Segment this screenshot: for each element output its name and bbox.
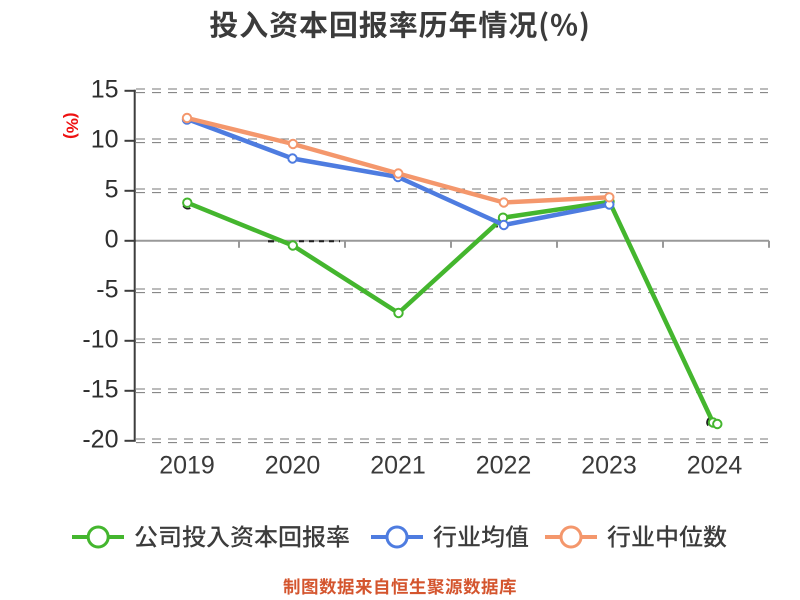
svg-text:0: 0 — [105, 225, 119, 253]
svg-text:-10: -10 — [82, 325, 118, 353]
svg-text:2020: 2020 — [265, 452, 321, 480]
svg-text:15: 15 — [91, 75, 119, 103]
svg-text:2024: 2024 — [687, 452, 743, 480]
svg-text:5: 5 — [105, 175, 119, 203]
svg-text:-15: -15 — [82, 375, 118, 403]
svg-text:2023: 2023 — [581, 452, 637, 480]
svg-text:2019: 2019 — [159, 452, 215, 480]
svg-text:(%): (%) — [63, 112, 82, 138]
svg-text:-5: -5 — [96, 275, 118, 303]
svg-text:10: 10 — [91, 125, 119, 153]
svg-text:2021: 2021 — [370, 452, 426, 480]
svg-text:2022: 2022 — [476, 452, 532, 480]
svg-text:-20: -20 — [82, 425, 118, 453]
